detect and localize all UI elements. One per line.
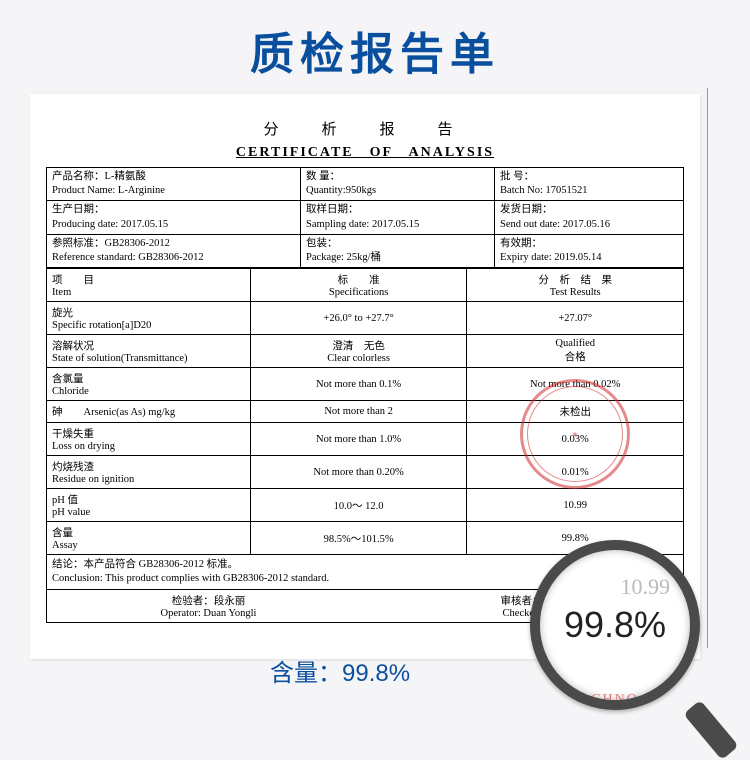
spec-standard: Not more than 0.20% (250, 456, 467, 489)
info-cell: 取样日期：Sampling date: 2017.05.15 (301, 201, 495, 234)
info-cell: 参照标准：GB28306-2012Reference standard: GB2… (47, 234, 301, 267)
hdr-result-cn: 分 析 结 果 (472, 272, 678, 287)
assay-value: 99.8% (342, 660, 410, 687)
spec-item: pH 值pH value (47, 489, 251, 522)
spec-result: 10.99 (467, 489, 684, 522)
spec-standard: 澄清 无色Clear colorless (250, 335, 467, 368)
info-cell: 产品名称：L-精氨酸Product Name: L-Arginine (47, 168, 301, 201)
info-cell: 生产日期：Producing date: 2017.05.15 (47, 201, 301, 234)
mag-main-value: 99.8% (564, 604, 666, 646)
red-stamp: ★ (520, 379, 630, 489)
operator-en: Operator: Duan Yongli (52, 608, 365, 619)
info-cell: 数 量：Quantity:950kgs (301, 168, 495, 201)
hdr-spec-cn: 标 准 (256, 272, 462, 287)
spec-result: +27.07° (467, 302, 684, 335)
spec-item: 砷 Arsenic(as As) mg/kg (47, 401, 251, 423)
spec-standard: 98.5%～101.5% (250, 522, 467, 555)
spec-standard: Not more than 1.0% (250, 423, 467, 456)
hdr-item-en: Item (52, 287, 245, 298)
doc-title-en: CERTIFICATE OF ANALYSIS (46, 141, 684, 161)
spec-result: Qualified合格 (467, 335, 684, 368)
page-title: 质检报告单 (0, 0, 750, 94)
mag-arc-text: CHNO (591, 692, 639, 708)
hdr-spec-en: Specifications (256, 287, 462, 298)
doc-title-cn: 分 析 报 告 (46, 118, 684, 139)
mag-faded-text: 10.99 (621, 574, 671, 600)
magnifier: 10.99 99.8% CHNO (530, 540, 720, 730)
magnifier-lens: 10.99 99.8% CHNO (530, 540, 700, 710)
info-cell: 有效期：Expiry date: 2019.05.14 (495, 234, 684, 267)
info-cell: 批 号：Batch No: 17051521 (495, 168, 684, 201)
spec-standard: Not more than 0.1% (250, 368, 467, 401)
assay-prefix: 含量： (270, 660, 342, 687)
spec-item: 溶解状况State of solution(Transmittance) (47, 335, 251, 368)
info-cell: 包装：Package: 25kg/桶 (301, 234, 495, 267)
spec-standard: +26.0° to +27.7° (250, 302, 467, 335)
hdr-item-cn: 项 目 (52, 272, 245, 287)
info-table: 产品名称：L-精氨酸Product Name: L-Arginine数 量：Qu… (46, 167, 684, 268)
magnifier-handle (683, 700, 738, 760)
hdr-result-en: Test Results (472, 287, 678, 298)
spec-item: 含量Assay (47, 522, 251, 555)
spec-item: 灼烧残渣Residue on ignition (47, 456, 251, 489)
spec-item: 旋光Specific rotation[a]D20 (47, 302, 251, 335)
operator-cn: 检验者：段永丽 (52, 593, 365, 608)
info-cell: 发货日期：Send out date: 2017.05.16 (495, 201, 684, 234)
spec-standard: Not more than 2 (250, 401, 467, 423)
assay-highlight-label: 含量：99.8% (270, 653, 410, 688)
spec-item: 含氯量Chloride (47, 368, 251, 401)
spec-item: 干燥失重Loss on drying (47, 423, 251, 456)
spec-standard: 10.0～ 12.0 (250, 489, 467, 522)
